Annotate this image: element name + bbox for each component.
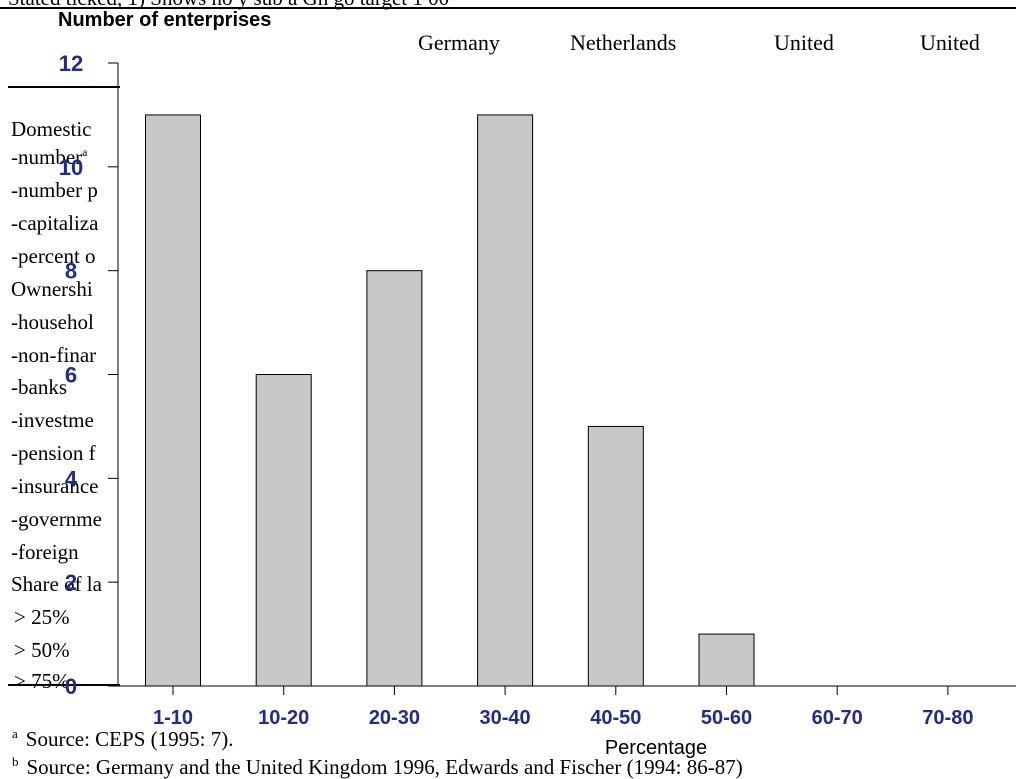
row-label: -numbera	[11, 146, 87, 168]
footnote-text: Source: CEPS (1995: 7).	[25, 727, 234, 751]
x-tick-label: 40-50	[590, 707, 641, 729]
column-header-netherlands: Netherlands	[570, 30, 677, 55]
y-tick-label: 6	[65, 363, 77, 388]
row-label: -non-finar	[11, 343, 97, 367]
cut-off-caption: Stated ticked, 1) Shows no y sub a Gh go…	[8, 0, 449, 9]
histogram-chart: Number of enterprises Percentage 0 2 4 6 8 10…	[58, 9, 1016, 759]
row-label: -foreign	[11, 540, 79, 564]
row-label: Share of la	[11, 572, 102, 596]
row-label-text: -number	[11, 145, 83, 169]
row-label: Domestic	[11, 117, 92, 141]
row-label: -percent o	[11, 244, 96, 268]
y-tick-label: 0	[65, 674, 77, 699]
bar	[255, 374, 312, 687]
bar	[587, 425, 644, 687]
row-label: -number p	[11, 178, 98, 202]
x-axis: 1-1010-2020-3030-4040-5050-6060-7070-808…	[118, 685, 1016, 729]
bar	[477, 114, 534, 687]
table-top-rule	[0, 7, 1016, 9]
x-axis-title: Percentage	[605, 737, 707, 759]
y-axis: 0 2 4 6 8 10 12	[59, 51, 119, 699]
row-label: > 25%	[14, 605, 70, 629]
row-label: > 50%	[14, 638, 70, 662]
column-header-united-2: United	[920, 30, 980, 55]
row-label: Ownershi	[11, 277, 93, 301]
row-label: > 75%	[14, 669, 70, 693]
y-tick-label: 10	[59, 155, 83, 180]
footnote-mark: a	[12, 726, 18, 741]
x-tick-label: 70-80	[922, 707, 973, 729]
bar	[698, 633, 755, 687]
column-header-germany: Germany	[418, 30, 500, 55]
bar-series	[145, 114, 755, 687]
y-tick-label: 2	[65, 570, 77, 595]
y-tick-label: 8	[65, 259, 77, 284]
row-label: -capitaliza	[11, 211, 99, 235]
row-label-superscript: a	[82, 145, 88, 159]
row-label: -governme	[11, 507, 102, 531]
row-label: -pension f	[11, 441, 96, 465]
x-tick-label: 1-10	[153, 707, 193, 729]
table-header-rule	[8, 86, 120, 88]
x-tick-label: 50-60	[701, 707, 752, 729]
row-label: -insurance	[11, 474, 99, 498]
y-axis-title: Number of enterprises	[58, 9, 271, 31]
bar	[145, 114, 201, 687]
column-header-united-1: United	[774, 30, 834, 55]
row-label: -househol	[11, 310, 94, 334]
x-tick-label: 60-70	[812, 707, 863, 729]
y-tick-label: 12	[59, 51, 83, 76]
bar	[366, 270, 423, 687]
x-tick-label: 30-40	[480, 707, 531, 729]
footnote: a Source: CEPS (1995: 7).	[12, 727, 233, 750]
row-label: -banks	[11, 375, 67, 399]
row-label: -investme	[11, 408, 94, 432]
y-tick-label: 4	[65, 466, 78, 491]
x-tick-label: 10-20	[258, 707, 309, 729]
x-tick-label: 20-30	[369, 707, 420, 729]
table-bottom-rule	[8, 684, 120, 686]
